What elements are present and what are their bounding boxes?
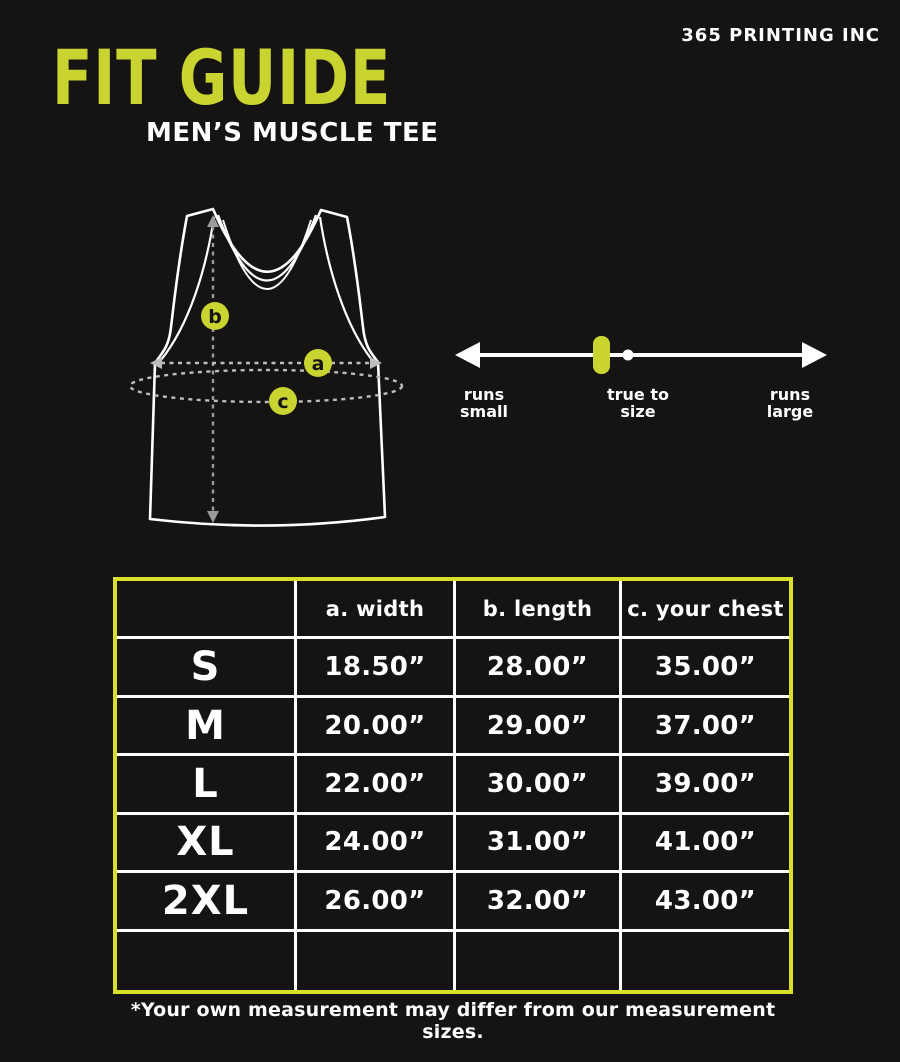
chest-value-2xl: 43.00”: [622, 873, 789, 932]
tee-outline: [148, 207, 387, 527]
size-table: a. width b. length c. your chest S 18.50…: [113, 577, 793, 994]
scale-label-runs-small: runs small: [460, 385, 508, 421]
armhole-seam-right: [318, 216, 373, 361]
column-header-length: b. length: [456, 581, 622, 640]
size-label-l: L: [117, 756, 297, 815]
marker-c-badge: [269, 387, 297, 415]
marker-b-letter: b: [208, 306, 222, 328]
brand-name: 365 PRINTING INC: [681, 25, 880, 46]
chest-value-s: 35.00”: [622, 639, 789, 698]
fit-scale-arrow: [455, 336, 827, 374]
empty-cell: [117, 931, 297, 990]
chest-value-l: 39.00”: [622, 756, 789, 815]
marker-a-letter: a: [312, 353, 325, 375]
width-value-m: 20.00”: [297, 697, 456, 757]
scale-label-true-to-size: true to size: [607, 385, 669, 421]
empty-cell: [622, 932, 789, 990]
chest-dashed-ellipse: [128, 368, 404, 404]
empty-cell: [297, 931, 456, 990]
page-subtitle: MEN’S MUSCLE TEE: [146, 118, 439, 148]
width-value-l: 22.00”: [297, 756, 456, 815]
size-label-xl: XL: [117, 814, 297, 874]
length-arrow-down-icon: [207, 511, 219, 523]
length-value-xl: 31.00”: [456, 814, 622, 874]
page-title: FIT GUIDE: [52, 33, 392, 122]
width-value-s: 18.50”: [297, 639, 456, 698]
size-label-s: S: [117, 639, 297, 698]
chest-value-xl: 41.00”: [622, 815, 789, 874]
fit-scale: runs small true to size runs large: [450, 330, 840, 440]
width-value-xl: 24.00”: [297, 814, 456, 874]
marker-a-badge: [304, 349, 332, 377]
muscle-tee-diagram: b a c: [125, 200, 415, 540]
scale-center-dot: [622, 349, 634, 361]
marker-b-badge: [201, 302, 229, 330]
length-value-m: 29.00”: [456, 697, 622, 757]
size-label-2xl: 2XL: [117, 873, 297, 932]
armhole-seam-left: [160, 216, 216, 361]
table-corner-cell: [117, 581, 297, 640]
collar-band-line: [222, 219, 312, 290]
length-value-2xl: 32.00”: [456, 873, 622, 932]
size-label-m: M: [117, 697, 297, 757]
fit-indicator-marker: [593, 336, 610, 374]
length-arrow-up-icon: [207, 215, 219, 227]
column-header-chest: c. your chest: [622, 581, 789, 640]
chest-value-m: 37.00”: [622, 698, 789, 757]
muscle-tee-illustration: b a c: [128, 207, 404, 527]
scale-label-runs-large: runs large: [766, 385, 814, 421]
width-arrow-left-icon: [150, 357, 162, 369]
marker-c-letter: c: [277, 391, 288, 413]
scale-arrow-right-icon: [802, 342, 827, 368]
scale-arrow-left-icon: [455, 342, 480, 368]
width-value-2xl: 26.00”: [297, 873, 456, 932]
length-value-l: 30.00”: [456, 756, 622, 815]
collar-inner-line: [216, 214, 318, 282]
empty-cell: [456, 931, 622, 990]
length-value-s: 28.00”: [456, 639, 622, 698]
width-arrow-right-icon: [370, 357, 382, 369]
measurement-disclaimer: *Your own measurement may differ from ou…: [130, 999, 776, 1043]
column-header-width: a. width: [297, 581, 456, 640]
